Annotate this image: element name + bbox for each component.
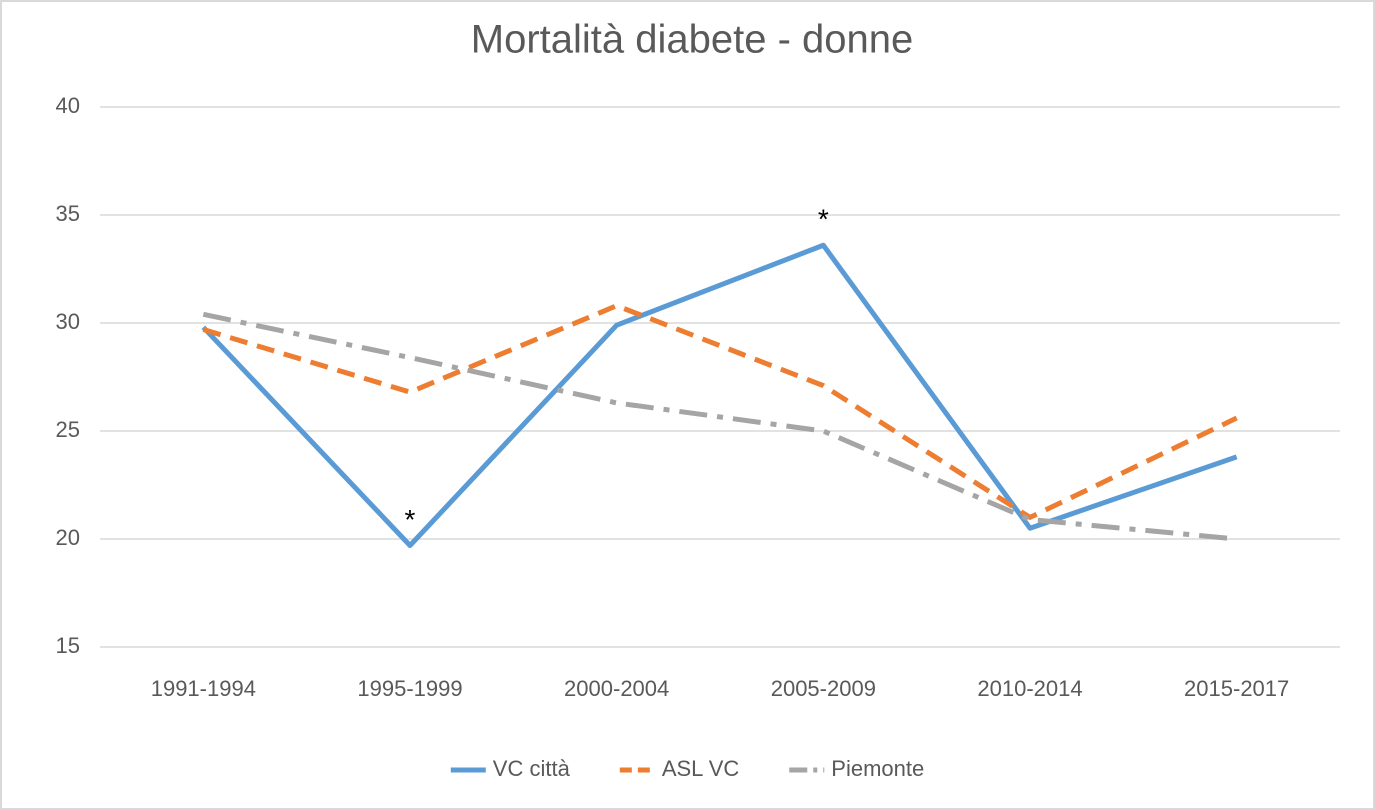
y-tick-label: 15 [56, 633, 80, 658]
x-tick-label: 1991-1994 [151, 676, 256, 701]
x-tick-label: 2015-2017 [1184, 676, 1289, 701]
series-line [201, 242, 1238, 548]
y-tick-label: 30 [56, 309, 80, 334]
series-line [202, 311, 1237, 542]
y-tick-label: 40 [56, 93, 80, 118]
x-tick-label: 2010-2014 [977, 676, 1082, 701]
annotation: * [818, 204, 829, 235]
legend-label: ASL VC [662, 756, 740, 781]
y-tick-label: 35 [56, 201, 80, 226]
y-tick-label: 20 [56, 525, 80, 550]
annotation: * [405, 504, 416, 535]
chart-title: Mortalità diabete - donne [471, 18, 914, 62]
x-tick-label: 2000-2004 [564, 676, 669, 701]
y-tick-label: 25 [56, 417, 80, 442]
legend-label: Piemonte [831, 756, 924, 781]
series-line [202, 303, 1238, 520]
x-tick-label: 2005-2009 [771, 676, 876, 701]
x-tick-label: 1995-1999 [357, 676, 462, 701]
legend-label: VC città [493, 756, 571, 781]
